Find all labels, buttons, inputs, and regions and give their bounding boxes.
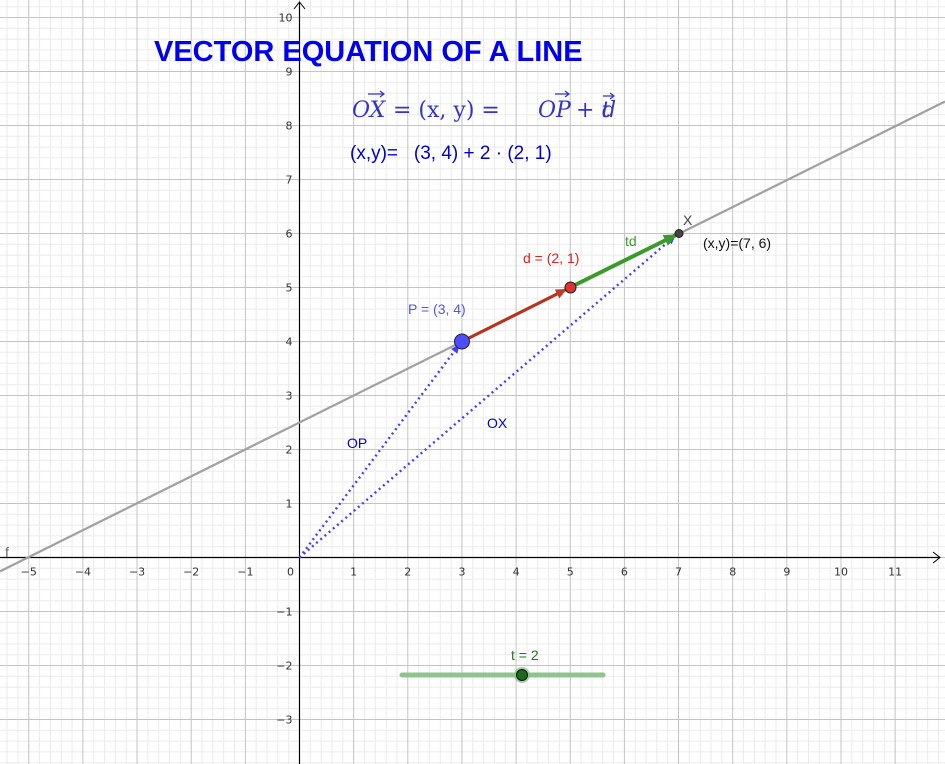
formula-middle: = (x, y) = bbox=[393, 98, 500, 123]
x-tick-label: 9 bbox=[783, 566, 790, 579]
point-X[interactable] bbox=[674, 229, 684, 238]
x-tick-label: 3 bbox=[458, 566, 465, 579]
x-tick-label: −2 bbox=[183, 566, 199, 579]
vector-OX-label: OX bbox=[487, 415, 508, 431]
y-tick-label: 3 bbox=[286, 390, 293, 403]
y-tick-label: −3 bbox=[276, 714, 292, 727]
x-tick-label: 4 bbox=[513, 566, 520, 579]
y-tick-label: 9 bbox=[286, 66, 293, 79]
vector-arrow-icon bbox=[603, 92, 615, 100]
page-title: VECTOR EQUATION OF A LINE bbox=[154, 36, 583, 68]
y-tick-label: −1 bbox=[276, 606, 292, 619]
y-tick-label: 7 bbox=[286, 174, 293, 187]
formula-op: OP bbox=[538, 98, 572, 123]
point-X-coords-label: (x,y)=(7, 6) bbox=[703, 235, 771, 251]
formula-plus-t: + t bbox=[576, 98, 610, 123]
formula-d: d bbox=[602, 98, 616, 123]
slider-t[interactable]: t = 2 bbox=[399, 647, 606, 683]
line-f-label: f bbox=[5, 544, 9, 560]
x-tick-label: 7 bbox=[675, 566, 682, 579]
x-tick-label: 6 bbox=[621, 566, 628, 579]
vector-d-label: d = (2, 1) bbox=[523, 250, 579, 266]
x-axis-ticks: −5 −4 −3 −2 −1 0 1 2 3 4 5 6 7 8 9 10 11 bbox=[21, 566, 903, 579]
point-P-plus-d[interactable] bbox=[564, 281, 577, 294]
vector-OP[interactable] bbox=[298, 344, 460, 559]
equation-line: (x,y)= (3, 4) + 2 · (2, 1) bbox=[350, 143, 552, 164]
slider-knob[interactable] bbox=[516, 669, 528, 681]
x-tick-label: 10 bbox=[834, 566, 848, 579]
x-tick-label: 8 bbox=[729, 566, 736, 579]
y-tick-label: 8 bbox=[286, 120, 293, 133]
vector-td[interactable] bbox=[569, 233, 677, 290]
y-axis-ticks: 1 2 3 4 5 6 7 8 9 10 −1 −2 −3 bbox=[276, 12, 292, 727]
x-tick-label: −3 bbox=[129, 566, 145, 579]
x-axis-arrow-icon bbox=[932, 551, 941, 564]
x-tick-label: 5 bbox=[567, 566, 574, 579]
vector-formula: OX = (x, y) = OP + t d bbox=[352, 90, 616, 123]
x-tick-label: −1 bbox=[237, 566, 253, 579]
formula-ox: OX bbox=[352, 98, 387, 123]
y-axis-arrow-icon bbox=[293, 1, 306, 10]
x-tick-label: 2 bbox=[404, 566, 411, 579]
vector-OP-label: OP bbox=[347, 435, 367, 451]
x-tick-label: 11 bbox=[888, 566, 902, 579]
vector-td-label: td bbox=[625, 233, 637, 249]
vector-OX[interactable] bbox=[298, 235, 676, 559]
y-tick-label: 4 bbox=[286, 336, 293, 349]
x-tick-label: 0 bbox=[287, 566, 294, 579]
slider-label: t = 2 bbox=[511, 647, 539, 663]
x-tick-label: 1 bbox=[350, 566, 357, 579]
x-tick-label: −4 bbox=[75, 566, 91, 579]
vector-arrow-icon bbox=[555, 90, 570, 98]
y-tick-label: 2 bbox=[286, 444, 293, 457]
vector-d[interactable] bbox=[461, 288, 567, 343]
point-X-label: X bbox=[683, 212, 693, 228]
point-P[interactable] bbox=[454, 333, 470, 350]
y-tick-label: 10 bbox=[279, 12, 293, 25]
x-tick-label: −5 bbox=[21, 566, 37, 579]
vector-arrow-icon bbox=[368, 90, 385, 98]
y-tick-label: 1 bbox=[286, 498, 293, 511]
y-tick-label: 5 bbox=[286, 282, 293, 295]
y-tick-label: 6 bbox=[286, 228, 293, 241]
point-P-label: P = (3, 4) bbox=[408, 301, 466, 317]
y-tick-label: −2 bbox=[276, 660, 292, 673]
